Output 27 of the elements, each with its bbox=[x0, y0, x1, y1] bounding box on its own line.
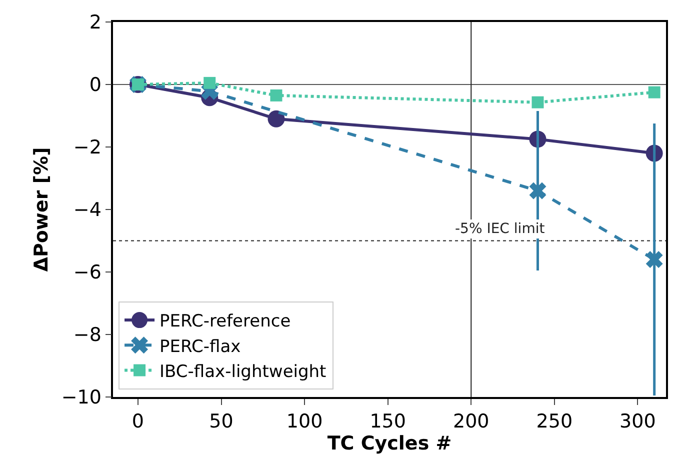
point bbox=[646, 251, 663, 268]
x-tick-label: 150 bbox=[370, 410, 406, 433]
point bbox=[270, 89, 282, 102]
legend-label: PERC-flax bbox=[160, 336, 241, 357]
y-tick-label: −8 bbox=[73, 324, 102, 346]
point bbox=[529, 182, 546, 200]
x-tick-label: 250 bbox=[536, 410, 573, 433]
x-tick-label: 200 bbox=[452, 410, 490, 433]
y-axis-title: ΔPower [%] bbox=[30, 147, 53, 272]
x-tick-label: 50 bbox=[209, 410, 234, 433]
point bbox=[532, 96, 544, 108]
y-tick-label: −10 bbox=[61, 386, 102, 409]
point bbox=[268, 110, 285, 128]
x-axis-title: TC Cycles # bbox=[327, 432, 452, 455]
point bbox=[648, 86, 660, 98]
x-tick-label: 300 bbox=[620, 410, 656, 433]
y-tick-label: −4 bbox=[73, 199, 102, 222]
legend-label: PERC-reference bbox=[160, 312, 291, 332]
y-tick-label: 2 bbox=[89, 12, 102, 34]
ref-line-label: -5% IEC limit bbox=[455, 221, 546, 237]
y-tick-label: 0 bbox=[89, 74, 102, 96]
x-tick-label: 0 bbox=[132, 410, 144, 433]
y-tick-label: −6 bbox=[73, 262, 102, 284]
y-tick-label: −2 bbox=[73, 136, 102, 159]
point bbox=[204, 76, 216, 89]
x-tick-label: 100 bbox=[286, 410, 323, 433]
legend-label: IBC-flax-lightweight bbox=[160, 362, 327, 382]
